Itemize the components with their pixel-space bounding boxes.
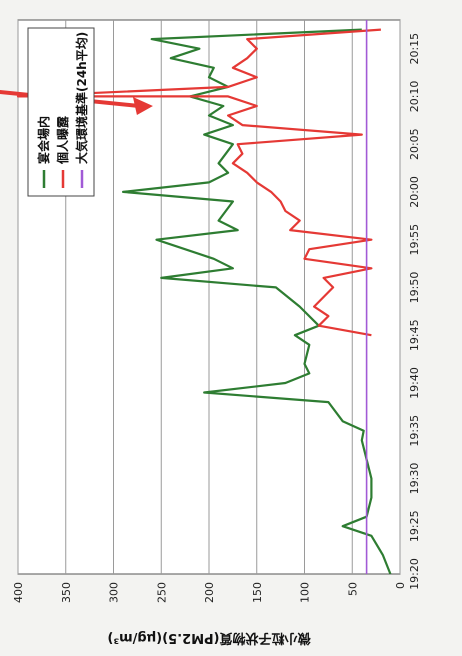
x-tick-labels: 19:20 19:25 19:30 19:35 19:40 19:45 19:50 19:55… bbox=[408, 33, 421, 590]
x-tick-label: 19:55 bbox=[408, 224, 421, 256]
x-tick-label: 19:30 bbox=[408, 463, 421, 495]
x-tick-label: 19:20 bbox=[408, 558, 421, 590]
x-tick-label: 20:00 bbox=[408, 176, 421, 208]
legend-label: 宴会場内 bbox=[36, 116, 51, 164]
y-tick-label: 400 bbox=[12, 582, 25, 603]
x-tick-label: 19:25 bbox=[408, 510, 421, 542]
x-tick-label: 20:15 bbox=[408, 33, 421, 65]
series-line bbox=[16, 28, 381, 337]
x-tick-label: 19:45 bbox=[408, 319, 421, 351]
x-tick-label: 20:10 bbox=[408, 81, 421, 113]
gridlines bbox=[17, 20, 401, 574]
y-tick-label: 100 bbox=[299, 582, 312, 603]
series-line bbox=[121, 28, 392, 575]
y-tick-label: 350 bbox=[60, 582, 73, 603]
legend-label: 大気環境基準(24h平均) bbox=[74, 32, 89, 164]
x-tick-label: 19:40 bbox=[408, 367, 421, 399]
legend-label: 個人曝露 bbox=[55, 115, 70, 165]
rotated-chart-group: 0 50 100 150 200 250 300 350 400 19:20 19:25 19:30… bbox=[0, 19, 421, 646]
x-tick-label: 19:50 bbox=[408, 272, 421, 304]
series-layer bbox=[16, 20, 392, 575]
y-axis-title: 微小粒子状物質(PM2.5)(μg/m³) bbox=[107, 630, 311, 646]
arrow-head bbox=[132, 96, 153, 115]
y-tick-label: 300 bbox=[108, 582, 121, 603]
y-tick-label: 200 bbox=[203, 582, 216, 603]
y-tick-label: 50 bbox=[346, 582, 359, 596]
y-tick-labels: 0 50 100 150 200 250 300 350 400 bbox=[12, 582, 407, 603]
y-tick-label: 150 bbox=[251, 582, 264, 603]
x-tick-label: 19:35 bbox=[408, 415, 421, 447]
y-tick-label: 250 bbox=[155, 582, 168, 603]
y-tick-label: 0 bbox=[394, 582, 407, 589]
legend-box bbox=[27, 27, 95, 197]
legend: 宴会場内 個人曝露 大気環境基準(24h平均) bbox=[27, 27, 95, 197]
x-tick-label: 20:05 bbox=[408, 128, 421, 160]
